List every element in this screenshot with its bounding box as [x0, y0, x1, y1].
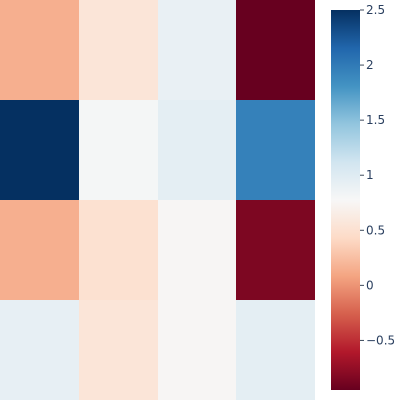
heatmap-cell-r3-c3 [236, 300, 315, 400]
heatmap-cell-r2-c3 [236, 200, 315, 300]
heatmap-cell-r3-c1 [79, 300, 158, 400]
heatmap-cell-r0-c0 [0, 0, 79, 100]
colorbar-bar [331, 10, 360, 390]
heatmap-cell-r1-c3 [236, 100, 315, 200]
heatmap-cell-r2-c1 [79, 200, 158, 300]
colorbar-ticks: 2.5 2 1.5 1 0.5 0 −0.5 [360, 3, 395, 347]
colorbar-tick-label: 0.5 [366, 223, 385, 237]
heatmap-cell-r0-c2 [158, 0, 236, 100]
colorbar-tick-label: 1 [366, 168, 374, 182]
heatmap-cell-r3-c2 [158, 300, 236, 400]
colorbar: 2.5 2 1.5 1 0.5 0 −0.5 [331, 3, 395, 390]
heatmap-cell-r2-c0 [0, 200, 79, 300]
colorbar-tick-label: 2 [366, 58, 374, 72]
heatmap-grid [0, 0, 315, 400]
heatmap-cell-r0-c1 [79, 0, 158, 100]
colorbar-tick-label: 0 [366, 278, 374, 292]
heatmap-cell-r1-c0 [0, 100, 79, 200]
colorbar-tick-label: −0.5 [366, 333, 395, 347]
heatmap-cell-r0-c3 [236, 0, 315, 100]
heatmap-cell-r1-c2 [158, 100, 236, 200]
heatmap-cell-r3-c0 [0, 300, 79, 400]
colorbar-tick-label: 1.5 [366, 113, 385, 127]
colorbar-tick-label: 2.5 [366, 3, 385, 17]
heatmap-cell-r1-c1 [79, 100, 158, 200]
heatmap-cell-r2-c2 [158, 200, 236, 300]
